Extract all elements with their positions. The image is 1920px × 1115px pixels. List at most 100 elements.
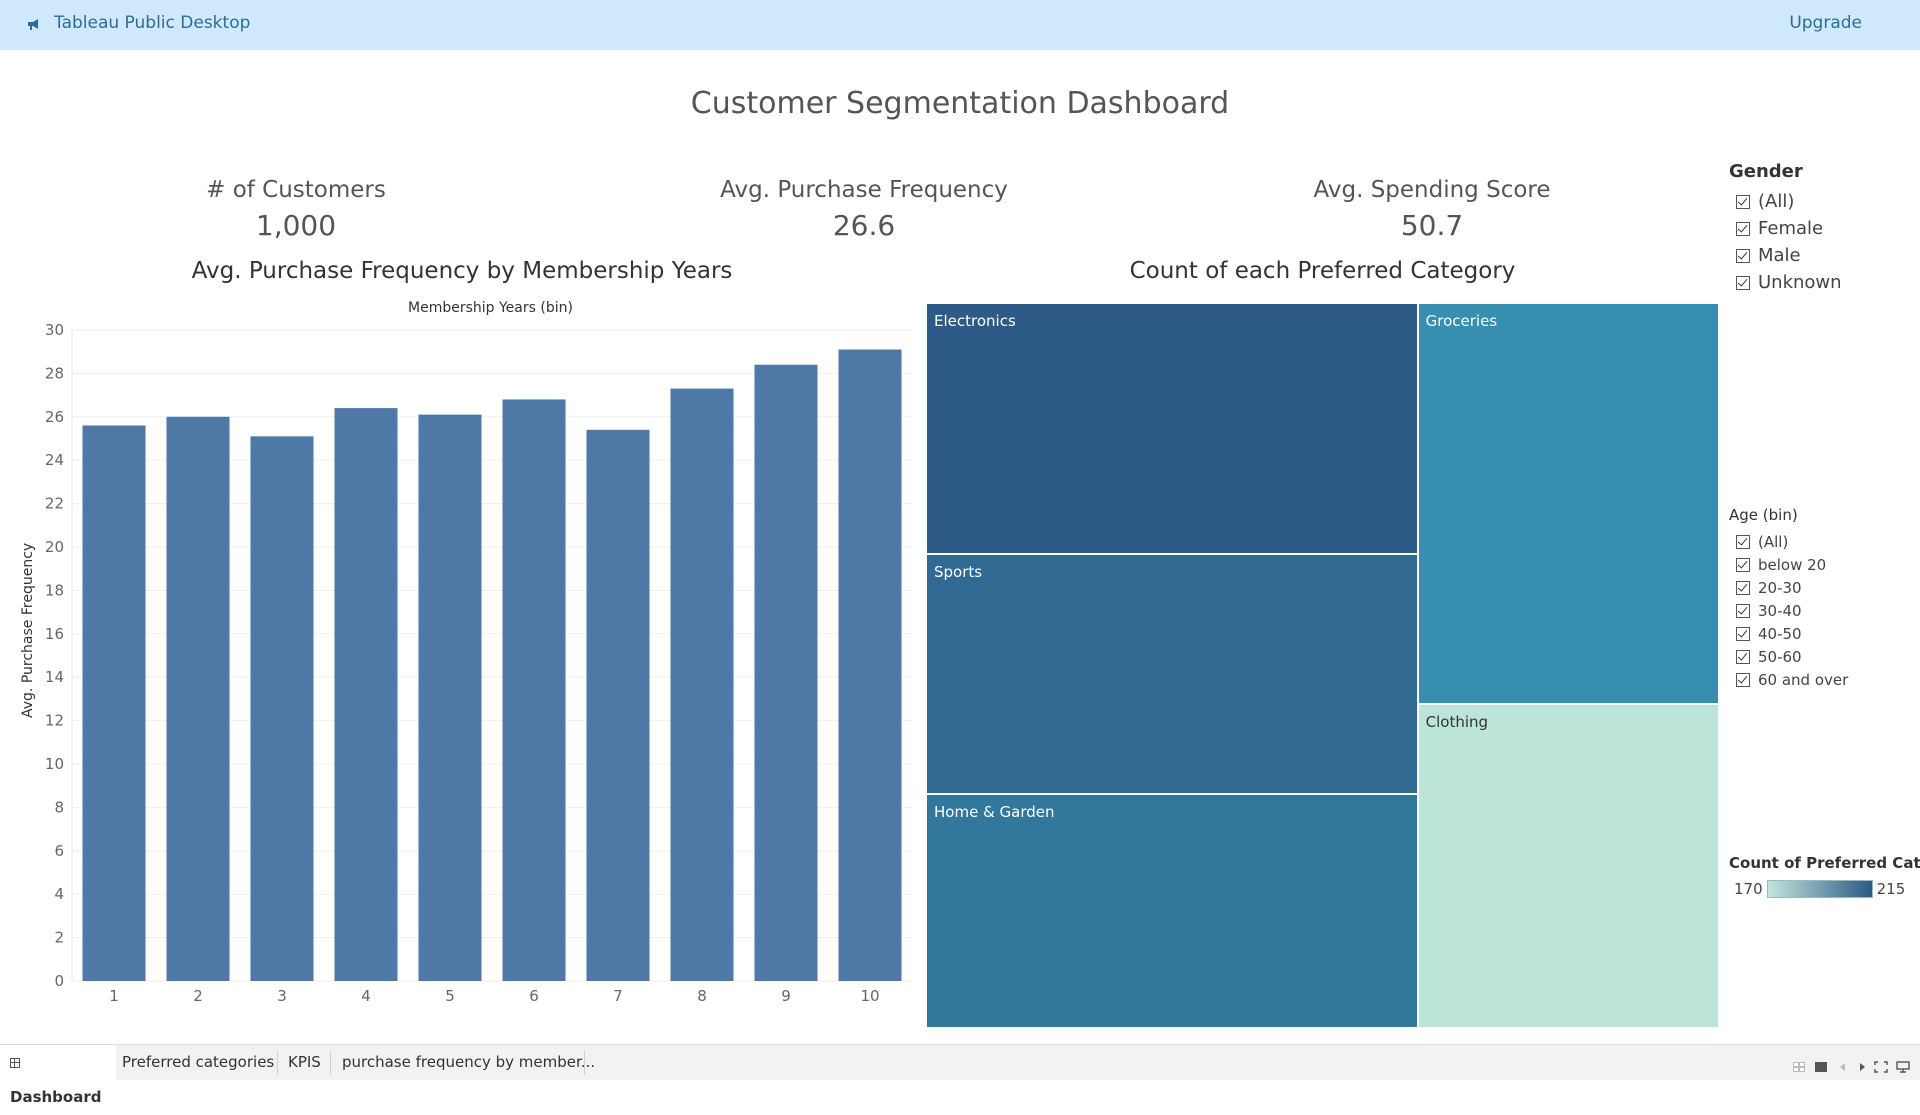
- next-sheet-icon[interactable]: [1855, 1061, 1869, 1073]
- age-option-20-30[interactable]: 20-30: [1729, 576, 1848, 599]
- kpi-value: 1,000: [255, 209, 337, 242]
- y-tick-label: 4: [54, 885, 64, 903]
- treemap-tile-label: Electronics: [934, 312, 1016, 330]
- gender-filter-title: Gender: [1729, 161, 1803, 182]
- checkbox-checked-icon[interactable]: [1736, 557, 1750, 572]
- checkbox-checked-icon[interactable]: [1736, 672, 1750, 687]
- y-tick-label: 22: [45, 495, 64, 513]
- gender-option-male[interactable]: Male: [1729, 242, 1842, 269]
- treemap-tile-label: Clothing: [1425, 712, 1489, 731]
- x-axis-title: Membership Years (bin): [408, 300, 573, 316]
- checkbox-checked-icon[interactable]: [1736, 221, 1750, 236]
- y-tick-label: 0: [54, 972, 64, 990]
- bar-membership-1[interactable]: [82, 425, 146, 982]
- x-tick-label: 10: [860, 987, 879, 1005]
- option-label: 50-60: [1758, 647, 1802, 666]
- x-tick-label: 3: [277, 987, 287, 1005]
- checkbox-checked-icon[interactable]: [1736, 194, 1750, 209]
- age-option-40-50[interactable]: 40-50: [1729, 622, 1848, 645]
- y-tick-label: 14: [45, 668, 64, 686]
- tab-label: purchase frequency by member...: [342, 1053, 596, 1071]
- legend-title: Count of Preferred Cate..: [1729, 854, 1920, 872]
- treemap-tile-home-garden[interactable]: Home & Garden: [926, 794, 1418, 1028]
- bar-membership-7[interactable]: [586, 429, 650, 981]
- option-label: (All): [1758, 191, 1795, 212]
- dashboard-grid-icon: [10, 1058, 20, 1068]
- gender-option-all[interactable]: (All): [1729, 188, 1842, 215]
- gender-option-unknown[interactable]: Unknown: [1729, 269, 1842, 296]
- age-option-60-and-over[interactable]: 60 and over: [1729, 668, 1848, 691]
- treemap-tile-clothing[interactable]: Clothing: [1417, 703, 1719, 1028]
- bar-membership-3[interactable]: [250, 436, 314, 981]
- tab-label: KPIS: [288, 1053, 321, 1071]
- option-label: Unknown: [1758, 272, 1842, 293]
- treemap-tile-label: Groceries: [1425, 312, 1498, 330]
- y-tick-label: 28: [45, 364, 64, 382]
- tab-label: Preferred categories: [122, 1053, 275, 1071]
- checkbox-checked-icon[interactable]: [1736, 275, 1750, 290]
- sheet-tab-bar: Dashboard Preferred categories KPIS purc…: [0, 1044, 1920, 1106]
- y-tick-label: 6: [54, 842, 64, 860]
- age-option-below-20[interactable]: below 20: [1729, 553, 1848, 576]
- gender-option-female[interactable]: Female: [1729, 215, 1842, 242]
- tab-divider: [277, 1051, 278, 1075]
- treemap-tile-electronics[interactable]: Electronics: [926, 303, 1418, 555]
- checkbox-checked-icon[interactable]: [1736, 649, 1750, 664]
- option-label: Male: [1758, 245, 1801, 266]
- bar-chart-title: Avg. Purchase Frequency by Membership Ye…: [191, 258, 733, 284]
- option-label: Female: [1758, 218, 1824, 239]
- tab-label: Dashboard: [10, 1088, 102, 1106]
- age-option-all[interactable]: (All): [1729, 530, 1848, 553]
- checkbox-checked-icon[interactable]: [1736, 580, 1750, 595]
- age-option-30-40[interactable]: 30-40: [1729, 599, 1848, 622]
- kpi-label: # of Customers: [206, 177, 386, 203]
- option-label: 30-40: [1758, 601, 1802, 620]
- kpi-value: 50.7: [1400, 209, 1464, 242]
- x-tick-label: 9: [781, 987, 791, 1005]
- treemap-tile-sports[interactable]: Sports: [926, 554, 1418, 795]
- treemap-chart: Electronics Sports Home & Garden Groceries C…: [926, 303, 1719, 1028]
- tab-kpis[interactable]: KPIS: [278, 1045, 331, 1080]
- kpi-customers: # of Customers 1,000: [116, 177, 476, 242]
- treemap-tile-label: Sports: [934, 563, 983, 582]
- age-option-50-60[interactable]: 50-60: [1729, 645, 1848, 668]
- previous-sheet-icon[interactable]: [1836, 1061, 1850, 1073]
- upgrade-link[interactable]: Upgrade: [1789, 13, 1862, 33]
- filmstrip-icon[interactable]: [1814, 1061, 1828, 1073]
- tab-divider: [330, 1051, 331, 1075]
- fullscreen-icon[interactable]: [1874, 1061, 1888, 1073]
- dashboard-title: Customer Segmentation Dashboard: [690, 86, 1230, 121]
- checkbox-checked-icon[interactable]: [1736, 626, 1750, 641]
- y-tick-label: 18: [45, 581, 64, 599]
- bar-membership-10[interactable]: [838, 349, 902, 981]
- bar-membership-9[interactable]: [754, 364, 818, 982]
- legend-max: 215: [1876, 880, 1906, 898]
- x-tick-label: 8: [697, 987, 707, 1005]
- bar-membership-8[interactable]: [670, 388, 734, 982]
- tab-preferred-categories[interactable]: Preferred categories: [112, 1045, 284, 1080]
- bar-membership-2[interactable]: [166, 416, 230, 981]
- x-tick-label: 1: [109, 987, 119, 1005]
- option-label: (All): [1758, 532, 1789, 551]
- tab-dashboard[interactable]: Dashboard: [0, 1045, 116, 1106]
- sheet-sorter-icon[interactable]: [1792, 1061, 1806, 1073]
- tab-purchase-frequency[interactable]: purchase frequency by member...: [332, 1045, 605, 1080]
- bar-membership-6[interactable]: [502, 399, 566, 981]
- checkbox-checked-icon[interactable]: [1736, 534, 1750, 549]
- kpi-label: Avg. Spending Score: [1313, 177, 1551, 203]
- option-label: 60 and over: [1758, 670, 1849, 689]
- app-title: Tableau Public Desktop: [54, 13, 251, 33]
- kpi-value: 26.6: [832, 209, 896, 242]
- bar-membership-4[interactable]: [334, 408, 398, 981]
- age-filter: Age (bin) (All) below 20 20-30 30-40 40-…: [1729, 506, 1848, 691]
- treemap-tile-groceries[interactable]: Groceries: [1417, 303, 1719, 704]
- x-tick-label: 7: [613, 987, 623, 1005]
- option-label: 40-50: [1758, 624, 1802, 643]
- x-tick-label: 5: [445, 987, 455, 1005]
- presentation-mode-icon[interactable]: [1896, 1061, 1910, 1073]
- checkbox-checked-icon[interactable]: [1736, 248, 1750, 263]
- bar-membership-5[interactable]: [418, 414, 482, 981]
- kpi-label: Avg. Purchase Frequency: [720, 177, 1008, 203]
- checkbox-checked-icon[interactable]: [1736, 603, 1750, 618]
